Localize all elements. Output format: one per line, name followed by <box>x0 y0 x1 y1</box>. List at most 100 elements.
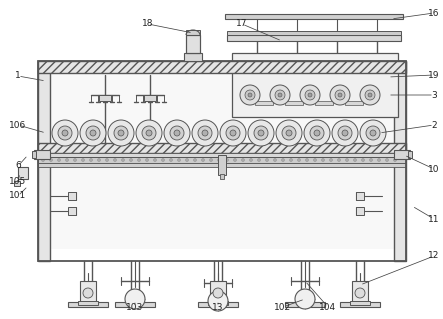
Circle shape <box>86 126 100 140</box>
Bar <box>218 155 226 175</box>
Circle shape <box>178 159 180 161</box>
Circle shape <box>330 159 333 161</box>
Text: 104: 104 <box>319 302 337 311</box>
Bar <box>356 192 364 200</box>
Circle shape <box>74 159 77 161</box>
Bar <box>38 61 406 73</box>
Circle shape <box>338 93 342 97</box>
Circle shape <box>286 130 292 136</box>
Circle shape <box>136 120 162 146</box>
Circle shape <box>82 159 85 161</box>
Circle shape <box>366 126 380 140</box>
Circle shape <box>137 159 140 161</box>
Circle shape <box>108 120 134 146</box>
Bar <box>186 35 200 53</box>
Circle shape <box>275 90 285 100</box>
Circle shape <box>393 159 396 161</box>
Circle shape <box>194 159 197 161</box>
Bar <box>350 301 370 305</box>
Circle shape <box>314 159 316 161</box>
Bar <box>352 281 368 303</box>
Circle shape <box>322 159 325 161</box>
Circle shape <box>225 159 229 161</box>
Circle shape <box>365 90 375 100</box>
Circle shape <box>330 85 350 105</box>
Circle shape <box>248 93 252 97</box>
Circle shape <box>192 120 218 146</box>
Circle shape <box>198 126 212 140</box>
Circle shape <box>308 93 312 97</box>
Bar <box>38 61 406 261</box>
Text: 6: 6 <box>15 161 21 170</box>
Bar <box>38 157 406 163</box>
Circle shape <box>42 159 44 161</box>
Text: 101: 101 <box>9 191 27 201</box>
Circle shape <box>202 159 205 161</box>
Circle shape <box>305 90 315 100</box>
Text: 11: 11 <box>428 214 440 224</box>
Circle shape <box>335 90 345 100</box>
Circle shape <box>273 159 276 161</box>
Circle shape <box>62 130 68 136</box>
Circle shape <box>360 85 380 105</box>
Bar <box>68 302 108 307</box>
Circle shape <box>360 120 386 146</box>
Circle shape <box>295 289 315 309</box>
Circle shape <box>146 130 152 136</box>
Circle shape <box>90 130 96 136</box>
Circle shape <box>355 288 365 298</box>
Circle shape <box>332 120 358 146</box>
Bar <box>408 151 412 158</box>
Bar <box>14 181 20 186</box>
Circle shape <box>170 126 184 140</box>
Circle shape <box>241 159 245 161</box>
Bar <box>208 301 228 305</box>
Circle shape <box>338 159 341 161</box>
Circle shape <box>113 159 117 161</box>
Bar <box>315 101 333 105</box>
Circle shape <box>314 130 320 136</box>
Bar <box>80 281 96 303</box>
Circle shape <box>97 159 101 161</box>
Circle shape <box>258 130 264 136</box>
Circle shape <box>304 120 330 146</box>
Circle shape <box>50 159 53 161</box>
Bar <box>32 151 36 158</box>
Circle shape <box>248 120 274 146</box>
Circle shape <box>306 159 308 161</box>
Text: 3: 3 <box>431 91 437 100</box>
Circle shape <box>377 159 381 161</box>
Circle shape <box>342 130 348 136</box>
Bar <box>220 174 224 179</box>
Circle shape <box>145 159 148 161</box>
Circle shape <box>369 159 373 161</box>
Bar <box>210 281 226 303</box>
Text: 103: 103 <box>126 302 144 311</box>
Bar <box>285 101 303 105</box>
Bar <box>345 101 363 105</box>
Bar <box>340 302 380 307</box>
Text: 2: 2 <box>431 121 437 130</box>
Circle shape <box>174 130 180 136</box>
Text: 106: 106 <box>9 121 27 130</box>
Text: 18: 18 <box>142 19 154 28</box>
Text: 105: 105 <box>9 176 27 186</box>
Circle shape <box>278 93 282 97</box>
Circle shape <box>230 130 236 136</box>
Bar <box>394 61 406 261</box>
Bar <box>50 153 394 249</box>
Circle shape <box>354 159 357 161</box>
Circle shape <box>121 159 124 161</box>
Circle shape <box>240 85 260 105</box>
Bar <box>144 95 156 101</box>
Circle shape <box>245 90 255 100</box>
Bar <box>186 30 200 35</box>
Bar <box>38 61 50 261</box>
Bar <box>198 302 238 307</box>
Text: 19: 19 <box>428 70 440 79</box>
Circle shape <box>254 126 268 140</box>
Circle shape <box>233 159 237 161</box>
Bar <box>394 150 410 159</box>
Circle shape <box>368 93 372 97</box>
Bar <box>227 31 401 35</box>
